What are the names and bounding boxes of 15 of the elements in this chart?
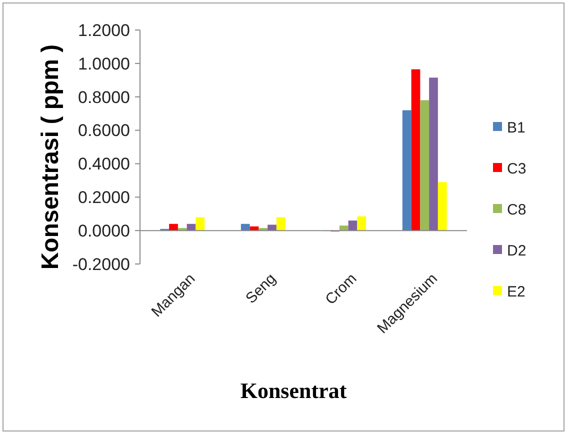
y-tick-label: 0.6000 [78, 121, 130, 140]
y-tick-label: 1.0000 [78, 54, 130, 74]
y-tick-label: 1.2000 [78, 20, 130, 40]
legend-label: E2 [507, 283, 526, 300]
legend-label: C8 [507, 201, 526, 218]
y-axis-title: Konsentrasi ( ppm ) [37, 44, 64, 270]
y-tick-label: 0.8000 [78, 88, 130, 107]
legend-label: C3 [507, 160, 526, 178]
y-tick-label: -0.2000 [72, 254, 130, 274]
x-axis-title: Konsentrat [240, 378, 348, 403]
y-tick-label: 0.4000 [78, 154, 130, 174]
legend-label: D2 [507, 242, 526, 260]
y-tick-label: 0.2000 [78, 188, 130, 208]
y-tick-label: 0.0000 [78, 222, 130, 241]
legend-label: B1 [507, 119, 526, 136]
